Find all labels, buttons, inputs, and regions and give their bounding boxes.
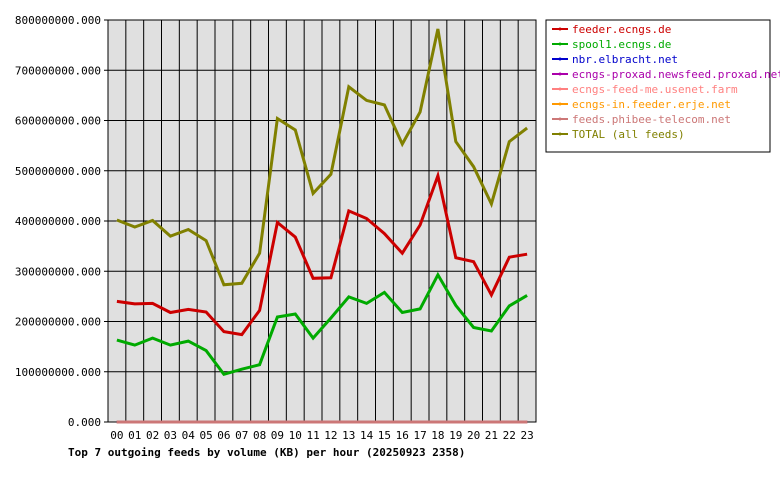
y-tick-label: 600000000.000 [15,115,101,128]
legend-marker [558,117,562,121]
legend-box [545,19,771,153]
y-tick-label: 300000000.000 [15,265,101,278]
x-tick-label: 00 [110,429,123,442]
x-tick-label: 09 [271,429,284,442]
x-tick-label: 11 [306,429,319,442]
x-tick-label: 05 [199,429,212,442]
legend-marker [558,42,562,46]
x-tick-label: 01 [128,429,141,442]
y-tick-label: 0.000 [68,416,101,429]
legend-label: spool1.ecngs.de [572,38,671,51]
legend: feeder.ecngs.de spool1.ecngs.de nbr.elbrac… [545,19,780,153]
legend-label: feeder.ecngs.de [572,23,671,36]
legend-marker [558,102,562,106]
x-tick-label: 16 [396,429,409,442]
x-tick-label: 02 [146,429,159,442]
grid-lines [107,19,537,423]
legend-label: ecngs-in.feeder.erje.net [572,98,731,111]
x-tick-label: 15 [378,429,391,442]
legend-label: ecngs-proxad.newsfeed.proxad.net [572,68,780,81]
x-tick-label: 21 [485,429,498,442]
x-tick-label: 06 [217,429,230,442]
x-tick-label: 10 [289,429,302,442]
x-tick-label: 20 [467,429,480,442]
x-tick-label: 19 [449,429,462,442]
x-axis: 00 01 02 03 04 05 06 07 08 09 10 11 12 13 14 15 16 17 18 19… [110,429,533,442]
x-tick-label: 12 [324,429,337,442]
series-layer [116,28,529,424]
x-tick-label: 18 [431,429,444,442]
legend-label: TOTAL (all feeds) [572,128,685,141]
x-tick-label: 23 [520,429,533,442]
x-tick-label: 03 [164,429,177,442]
y-tick-label: 800000000.000 [15,14,101,27]
y-axis: 0.000 100000000.000 200000000.000 300000000… [15,14,108,429]
series-line-1 [116,271,528,377]
y-tick-label: 700000000.000 [15,64,101,77]
legend-marker [558,72,562,76]
chart-title: Top 7 outgoing feeds by volume (KB) per … [68,446,465,459]
series-line-7 [116,28,529,287]
x-tick-label: 13 [342,429,355,442]
y-tick-label: 100000000.000 [15,366,101,379]
y-tick-label: 200000000.000 [15,316,101,329]
x-tick-label: 07 [235,429,248,442]
series-line-0 [116,170,528,337]
legend-marker [558,132,562,136]
y-tick-label: 400000000.000 [15,215,101,228]
legend-marker [558,87,562,91]
y-tick-label: 500000000.000 [15,165,101,178]
legend-label: ecngs-feed-me.usenet.farm [572,83,738,96]
x-tick-label: 08 [253,429,266,442]
legend-label: nbr.elbracht.net [572,53,678,66]
x-tick-label: 17 [413,429,426,442]
x-tick-label: 04 [182,429,196,442]
legend-marker [558,57,562,61]
x-tick-label: 22 [503,429,516,442]
legend-label: feeds.phibee-telecom.net [572,113,731,126]
legend-marker [558,27,562,31]
x-tick-label: 14 [360,429,374,442]
